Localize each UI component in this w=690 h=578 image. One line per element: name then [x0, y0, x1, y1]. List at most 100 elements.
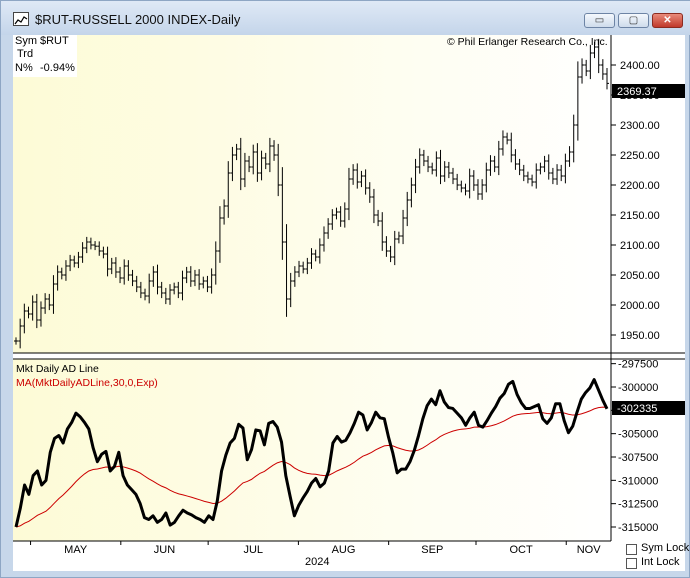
- price-bar: [317, 238, 322, 264]
- sym-lock-checkbox[interactable]: [626, 544, 637, 555]
- price-bar: [55, 265, 60, 291]
- price-bar: [388, 245, 393, 263]
- price-bar: [222, 199, 227, 225]
- price-bar: [451, 167, 456, 185]
- price-bar: [521, 164, 526, 182]
- price-bar: [592, 41, 597, 59]
- price-bar: [355, 163, 360, 189]
- price-bar: [59, 267, 64, 280]
- price-bar: [30, 295, 35, 321]
- price-bar: [255, 143, 260, 182]
- price-bar: [371, 188, 376, 224]
- price-bar: [234, 143, 239, 161]
- price-bar: [559, 164, 564, 182]
- price-tick-label: 1950.00: [620, 330, 660, 342]
- symbol-info-box: Sym $RUT Trd N% -0.94%: [13, 35, 77, 77]
- x-tick-label: NOV: [577, 544, 602, 556]
- price-tick-label: 2400.00: [620, 60, 660, 72]
- price-bar: [430, 162, 435, 175]
- ad-tick-label: -300000: [618, 382, 658, 394]
- price-tick-label: 2050.00: [620, 270, 660, 282]
- window-title: $RUT-RUSSELL 2000 INDEX-Daily: [35, 12, 241, 27]
- ad-tick-label: -312500: [618, 499, 658, 511]
- price-bar: [396, 231, 401, 244]
- price-bar: [26, 306, 31, 319]
- price-bar: [184, 266, 189, 284]
- price-last-value: 2369.37: [617, 86, 657, 98]
- price-bar: [267, 137, 272, 173]
- price-bar: [217, 206, 222, 263]
- price-bar: [380, 212, 385, 251]
- price-bar: [263, 152, 268, 170]
- price-bar: [172, 282, 177, 295]
- price-bar: [401, 209, 406, 245]
- price-bar: [113, 257, 118, 278]
- price-bar: [455, 173, 460, 191]
- price-tick-label: 2000.00: [620, 300, 660, 312]
- price-bar: [68, 254, 73, 272]
- price-bar: [76, 251, 81, 269]
- price-bar: [542, 155, 547, 173]
- ad-tick-label: -315000: [618, 522, 658, 534]
- price-bar: [546, 154, 551, 180]
- price-bar: [301, 261, 306, 274]
- chart-area[interactable]: 1950.00 2000.00 2050.00 2100.00 2150.00 2200.…: [13, 35, 689, 571]
- minimize-icon: ▭: [594, 15, 605, 26]
- close-icon: ✕: [663, 15, 672, 26]
- price-bar: [251, 144, 256, 175]
- x-tick-label: AUG: [332, 544, 356, 556]
- price-bar: [80, 242, 85, 263]
- price-bar: [550, 167, 555, 185]
- price-bar: [571, 114, 576, 163]
- price-bar: [605, 68, 609, 90]
- price-bar: [363, 169, 368, 195]
- price-bar: [272, 140, 277, 161]
- price-bar: [105, 246, 110, 277]
- price-bar: [155, 264, 160, 295]
- price-bar: [97, 241, 102, 256]
- price-bar: [384, 236, 389, 257]
- price-bar: [326, 218, 331, 239]
- chart-svg[interactable]: 1950.00 2000.00 2050.00 2100.00 2150.00 2200.…: [13, 35, 685, 571]
- price-tick-label: 2200.00: [620, 180, 660, 192]
- maximize-button[interactable]: ▢: [618, 13, 649, 28]
- int-lock-checkbox[interactable]: [626, 558, 637, 569]
- price-bar: [488, 155, 493, 176]
- ad-last-value-box: [612, 401, 685, 415]
- price-bar: [405, 191, 410, 227]
- price-bar: [176, 281, 181, 299]
- sym-label: Sym: [15, 35, 37, 47]
- price-bar: [438, 149, 443, 185]
- ad-tick-label: -307500: [618, 452, 658, 464]
- price-bar: [93, 241, 98, 251]
- price-bar: [463, 183, 468, 196]
- price-bar: [288, 272, 293, 308]
- price-bar: [575, 61, 580, 141]
- x-tick-label: JUN: [154, 544, 175, 556]
- chart-app-icon: [13, 12, 29, 26]
- price-bar: [567, 146, 572, 167]
- price-bar: [276, 143, 281, 197]
- price-bar: [334, 207, 339, 220]
- price-bar: [72, 255, 77, 268]
- price-bar: [409, 177, 414, 208]
- price-bar: [130, 269, 135, 287]
- close-button[interactable]: ✕: [652, 13, 683, 28]
- trd-label: Trd: [17, 48, 34, 60]
- price-bar: [138, 281, 143, 299]
- ad-line: [14, 378, 609, 528]
- price-bar: [188, 266, 193, 287]
- price-bar: [505, 132, 510, 145]
- ad-tick-label: -305000: [618, 429, 658, 441]
- price-bar: [600, 59, 605, 80]
- price-bar: [417, 148, 422, 174]
- minimize-button[interactable]: ▭: [584, 13, 615, 28]
- n-value: -0.94%: [40, 62, 75, 74]
- price-last-value-box: [612, 84, 685, 98]
- price-bar: [392, 230, 397, 266]
- title-bar[interactable]: $RUT-RUSSELL 2000 INDEX-Daily ▭ ▢ ✕: [1, 1, 690, 35]
- price-bar: [525, 171, 530, 184]
- price-bar: [446, 161, 451, 179]
- sym-lock-label: Sym Lock: [641, 542, 690, 554]
- price-bar: [118, 266, 123, 284]
